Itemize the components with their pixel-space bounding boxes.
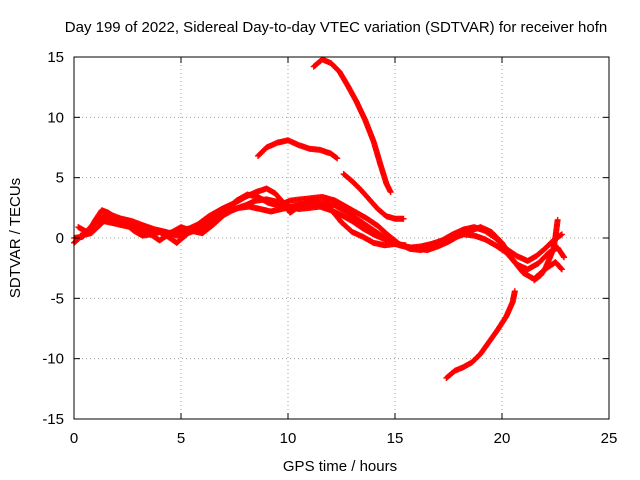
x-tick-label: 25 xyxy=(601,430,618,447)
data-layer xyxy=(71,56,568,381)
x-tick-label: 15 xyxy=(387,430,404,447)
y-tick-label: 5 xyxy=(56,170,64,187)
data-series-arc-b xyxy=(71,196,565,283)
data-series-arc-f xyxy=(310,56,394,196)
data-series-arc-h xyxy=(443,288,518,381)
x-tick-label: 10 xyxy=(280,430,297,447)
data-point xyxy=(557,232,564,239)
data-point xyxy=(558,265,565,272)
data-point xyxy=(333,154,340,161)
x-axis-label: GPS time / hours xyxy=(283,458,397,475)
y-tick-label: 10 xyxy=(47,109,64,126)
data-series-arc-d xyxy=(77,198,565,264)
data-point xyxy=(387,189,394,196)
data-point xyxy=(400,215,407,222)
x-tick-label: 20 xyxy=(494,430,511,447)
data-series-arc-e xyxy=(255,137,341,162)
x-tick-label: 0 xyxy=(70,430,78,447)
data-series-arc-i xyxy=(531,216,561,284)
data-point xyxy=(554,216,561,223)
chart-title: Day 199 of 2022, Sidereal Day-to-day VTE… xyxy=(65,19,607,36)
data-point xyxy=(558,231,565,238)
y-tick-label: 0 xyxy=(56,230,64,247)
data-point xyxy=(561,254,568,261)
x-tick-label: 5 xyxy=(177,430,185,447)
y-axis-label: SDTVAR / TECUs xyxy=(7,178,24,298)
y-tick-label: -15 xyxy=(42,411,64,428)
data-point xyxy=(558,266,565,273)
y-tick-label: 15 xyxy=(47,49,64,66)
data-point xyxy=(511,288,518,295)
data-point xyxy=(334,155,341,162)
tick-layer: 0 5 10 15 20 25 -15 -10 -5 0 5 10 15 xyxy=(42,49,617,447)
data-series-arc-g xyxy=(340,171,407,222)
y-tick-label: -5 xyxy=(51,290,64,307)
y-tick-label: -10 xyxy=(42,351,64,368)
